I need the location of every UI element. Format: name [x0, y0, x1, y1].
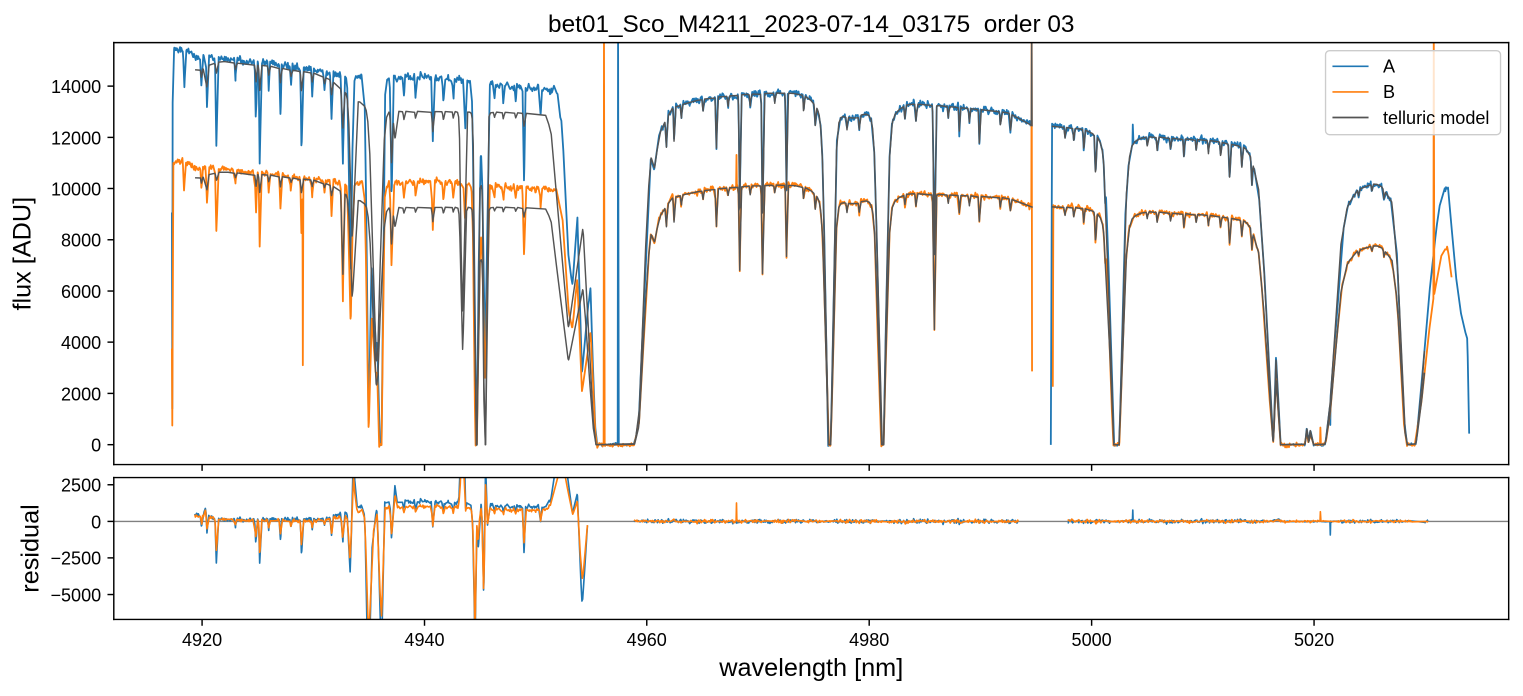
svg-text:−5000: −5000	[50, 585, 101, 605]
svg-text:4000: 4000	[61, 333, 101, 353]
svg-text:10000: 10000	[51, 179, 101, 199]
svg-text:0: 0	[91, 512, 101, 532]
svg-text:bet01_Sco_M4211_2023-07-14_031: bet01_Sco_M4211_2023-07-14_03175 order 0…	[548, 11, 1074, 38]
svg-text:flux [ADU]: flux [ADU]	[9, 197, 37, 311]
svg-text:2500: 2500	[61, 476, 101, 496]
svg-text:residual: residual	[17, 504, 45, 592]
svg-text:5000: 5000	[1072, 630, 1112, 650]
svg-text:4980: 4980	[849, 630, 889, 650]
svg-text:4920: 4920	[182, 630, 222, 650]
svg-text:2000: 2000	[61, 384, 101, 404]
svg-text:0: 0	[91, 436, 101, 456]
svg-text:4960: 4960	[627, 630, 667, 650]
svg-text:A: A	[1383, 57, 1396, 77]
svg-text:wavelength [nm]: wavelength [nm]	[718, 654, 903, 682]
svg-text:telluric model: telluric model	[1383, 108, 1490, 128]
svg-text:5020: 5020	[1294, 630, 1334, 650]
svg-text:8000: 8000	[61, 231, 101, 251]
svg-text:B: B	[1383, 82, 1395, 102]
svg-text:12000: 12000	[51, 128, 101, 148]
svg-text:−2500: −2500	[50, 549, 101, 569]
svg-text:6000: 6000	[61, 282, 101, 302]
svg-text:4940: 4940	[404, 630, 444, 650]
svg-text:14000: 14000	[51, 77, 101, 97]
